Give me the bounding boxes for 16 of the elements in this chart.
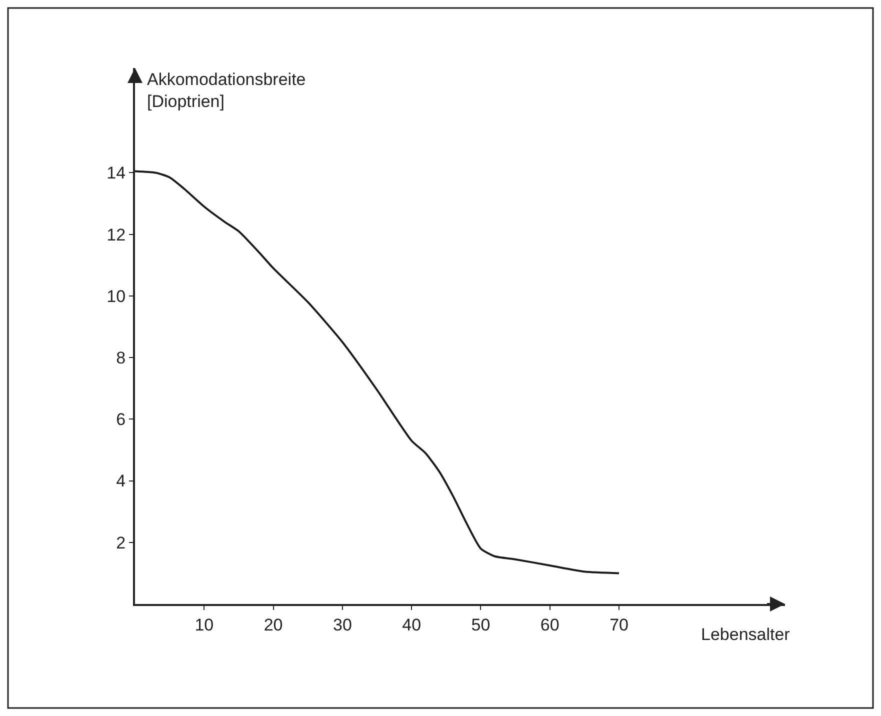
- x-axis-title: Lebensalter: [701, 625, 790, 644]
- y-tick-label: 10: [106, 286, 126, 306]
- x-tick-label: 40: [402, 615, 422, 634]
- x-tick-label: 20: [264, 615, 283, 634]
- y-tick-label: 14: [106, 164, 126, 183]
- y-tick-label: 4: [116, 472, 126, 491]
- y-axis-title: Akkomodationsbreite [Dioptrien]: [147, 70, 306, 112]
- x-tick-label: 60: [540, 615, 560, 634]
- y-tick-label: 6: [116, 410, 126, 430]
- x-tick-label: 10: [194, 615, 214, 634]
- y-tick-label: 8: [116, 348, 126, 368]
- x-tick-label: 30: [332, 615, 352, 634]
- y-tick-label: 2: [116, 533, 126, 552]
- x-tick-label: 70: [610, 615, 628, 634]
- x-tick-label: 50: [471, 615, 490, 634]
- y-tick-label: 12: [106, 225, 126, 244]
